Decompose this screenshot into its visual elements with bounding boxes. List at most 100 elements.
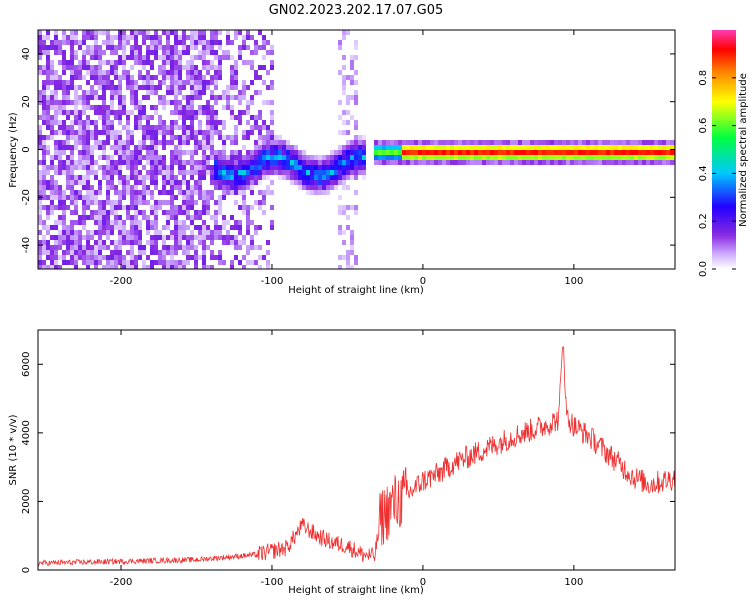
heatmap-cell: [58, 150, 62, 155]
heatmap-cell: [274, 160, 278, 165]
heatmap-cell: [490, 160, 494, 165]
heatmap-cell: [658, 150, 662, 155]
heatmap-cell: [558, 145, 562, 150]
heatmap-cell: [110, 165, 114, 170]
heatmap-cell: [138, 250, 142, 255]
heatmap-cell: [174, 65, 178, 70]
heatmap-cell: [642, 160, 646, 165]
heatmap-cell: [622, 140, 626, 145]
heatmap-cell: [178, 260, 182, 265]
heatmap-cell: [126, 110, 130, 115]
heatmap-cell: [190, 35, 194, 40]
heatmap-cell: [202, 220, 206, 225]
heatmap-cell: [206, 120, 210, 125]
heatmap-cell: [622, 145, 626, 150]
heatmap-cell: [202, 145, 206, 150]
heatmap-cell: [146, 60, 150, 65]
heatmap-cell: [230, 150, 234, 155]
heatmap-cell: [146, 185, 150, 190]
heatmap-cell: [78, 135, 82, 140]
heatmap-cell: [162, 160, 166, 165]
heatmap-cell: [114, 255, 118, 260]
heatmap-cell: [494, 155, 498, 160]
heatmap-cell: [90, 155, 94, 160]
heatmap-cell: [58, 140, 62, 145]
heatmap-cell: [142, 80, 146, 85]
heatmap-cell: [42, 50, 46, 55]
heatmap-cell: [466, 140, 470, 145]
heatmap-cell: [490, 150, 494, 155]
heatmap-cell: [670, 155, 674, 160]
heatmap-cell: [86, 235, 90, 240]
heatmap-cell: [266, 70, 270, 75]
heatmap-cell: [126, 185, 130, 190]
heatmap-cell: [98, 235, 102, 240]
heatmap-cell: [490, 155, 494, 160]
heatmap-cell: [106, 70, 110, 75]
heatmap-cell: [82, 255, 86, 260]
heatmap-cell: [182, 195, 186, 200]
heatmap-cell: [254, 120, 258, 125]
heatmap-cell: [82, 200, 86, 205]
heatmap-cell: [214, 50, 218, 55]
heatmap-cell: [502, 145, 506, 150]
heatmap-cell: [238, 45, 242, 50]
heatmap-cell: [46, 180, 50, 185]
heatmap-cell: [566, 145, 570, 150]
heatmap-cell: [350, 140, 354, 145]
heatmap-cell: [310, 185, 314, 190]
heatmap-cell: [70, 100, 74, 105]
heatmap-cell: [74, 265, 78, 269]
heatmap-cell: [346, 120, 350, 125]
heatmap-cell: [206, 225, 210, 230]
heatmap-cell: [166, 130, 170, 135]
heatmap-cell: [126, 35, 130, 40]
heatmap-cell: [66, 240, 70, 245]
heatmap-cell: [70, 155, 74, 160]
heatmap-cell: [354, 260, 358, 265]
heatmap-cell: [230, 175, 234, 180]
heatmap-cell: [166, 50, 170, 55]
heatmap-cell: [106, 60, 110, 65]
heatmap-cell: [114, 265, 118, 269]
heatmap-cell: [78, 160, 82, 165]
heatmap-cell: [214, 165, 218, 170]
heatmap-cell: [190, 45, 194, 50]
heatmap-cell: [162, 140, 166, 145]
heatmap-cell: [50, 195, 54, 200]
heatmap-cell: [74, 210, 78, 215]
heatmap-cell: [422, 155, 426, 160]
heatmap-cell: [202, 60, 206, 65]
heatmap-cell: [102, 125, 106, 130]
heatmap-cell: [106, 225, 110, 230]
heatmap-cell: [162, 135, 166, 140]
heatmap-cell: [646, 145, 650, 150]
top-xtick-label: -200: [110, 276, 133, 287]
heatmap-cell: [174, 125, 178, 130]
heatmap-cell: [82, 120, 86, 125]
heatmap-cell: [62, 240, 66, 245]
heatmap-cell: [214, 170, 218, 175]
heatmap-cell: [138, 155, 142, 160]
heatmap-cell: [382, 145, 386, 150]
heatmap-cell: [582, 155, 586, 160]
heatmap-cell: [266, 40, 270, 45]
heatmap-cell: [54, 260, 58, 265]
heatmap-cell: [190, 90, 194, 95]
heatmap-cell: [86, 245, 90, 250]
heatmap-cell: [206, 140, 210, 145]
heatmap-cell: [134, 145, 138, 150]
heatmap-cell: [62, 90, 66, 95]
heatmap-cell: [486, 160, 490, 165]
heatmap-cell: [314, 180, 318, 185]
heatmap-cell: [62, 210, 66, 215]
heatmap-cell: [238, 175, 242, 180]
heatmap-cell: [342, 160, 346, 165]
heatmap-cell: [150, 170, 154, 175]
heatmap-cell: [42, 105, 46, 110]
heatmap-cell: [74, 175, 78, 180]
heatmap-cell: [398, 155, 402, 160]
heatmap-cell: [50, 160, 54, 165]
heatmap-cell: [170, 160, 174, 165]
heatmap-cell: [194, 165, 198, 170]
